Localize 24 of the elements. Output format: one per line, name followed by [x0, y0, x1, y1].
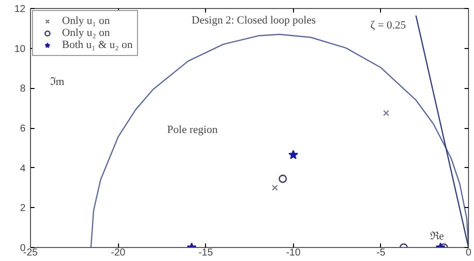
point — [278, 174, 287, 183]
x-tick-label: -5 — [376, 248, 386, 258]
legend-label: Both u₁ & u₂ on — [62, 39, 133, 51]
y-tick-label: 6 — [20, 124, 26, 134]
y-tick-label: 8 — [20, 84, 26, 95]
point — [383, 110, 390, 116]
annotation: ζ = 0.25 — [370, 19, 406, 32]
point — [272, 184, 278, 191]
x-tick-label: -20 — [110, 248, 126, 258]
annotation: Pole region — [167, 124, 218, 136]
y-tick-label: 2 — [20, 203, 26, 214]
point — [288, 150, 298, 160]
x-tick-label: -15 — [198, 248, 214, 258]
x-axis-title: ℜe — [430, 230, 444, 243]
x-tick-label: -10 — [286, 248, 301, 258]
x-tick-label: 0 — [466, 248, 472, 258]
x-tick-label: -25 — [23, 248, 38, 258]
legend-label: Only u₂ on — [62, 27, 110, 39]
y-tick-label: 12 — [14, 4, 26, 15]
y-tick-label: 10 — [14, 44, 26, 55]
y-axis-title: ℑm — [50, 76, 65, 88]
text: Design 2: Closed loop poles — [192, 14, 316, 26]
legend-label: Only u₁ on — [62, 15, 110, 27]
y-tick-label: 4 — [20, 163, 26, 174]
